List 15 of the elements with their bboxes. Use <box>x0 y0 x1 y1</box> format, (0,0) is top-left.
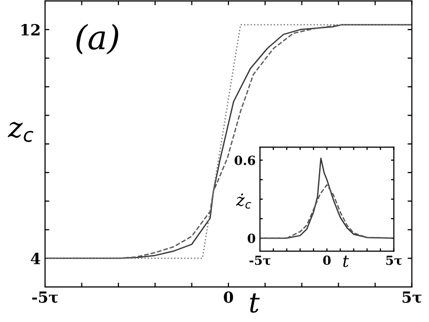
annotation: (a) <box>76 24 118 54</box>
line-series <box>260 184 394 239</box>
y-tick-label: 12 <box>21 24 40 36</box>
y-axis-title: ż$_{c}$ <box>236 194 252 209</box>
x-tick-label: 5τ <box>402 292 422 303</box>
x-axis-title: t <box>250 293 260 313</box>
y-tick-label: 4 <box>30 252 40 264</box>
y-tick-label: 0.6 <box>234 156 256 166</box>
x-tick-label: -5τ <box>250 256 270 265</box>
x-tick-label: 0 <box>224 291 234 303</box>
x-tick-label: 0 <box>323 256 331 265</box>
y-axis-title: z$_{c}$ <box>8 122 34 142</box>
x-tick-label: 5τ <box>386 256 402 265</box>
x-tick-label: -5τ <box>32 292 58 303</box>
x-axis-title: t <box>343 256 350 268</box>
